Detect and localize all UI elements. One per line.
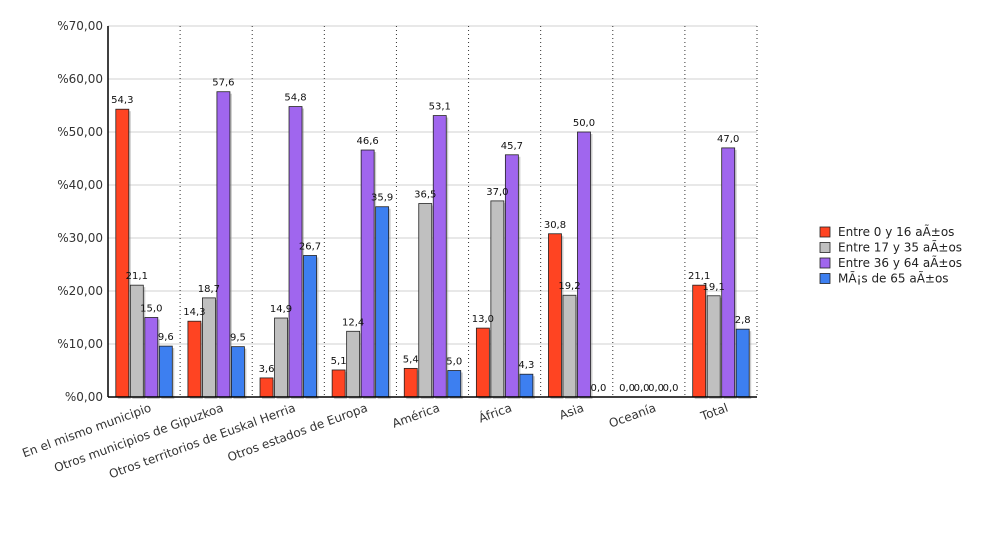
y-tick-label: %40,00 bbox=[57, 178, 103, 192]
bar bbox=[432, 115, 447, 398]
data-label: 2,8 bbox=[735, 315, 751, 326]
bar bbox=[274, 317, 288, 398]
y-tick-label: %60,00 bbox=[57, 72, 103, 86]
data-label: 12,4 bbox=[342, 317, 364, 328]
data-label: 21,1 bbox=[126, 271, 148, 282]
data-label: 13,0 bbox=[472, 314, 494, 325]
category-label: América bbox=[390, 401, 441, 431]
data-label: 26,7 bbox=[299, 241, 321, 252]
data-label: 54,3 bbox=[111, 95, 133, 106]
bar bbox=[548, 233, 562, 398]
bar bbox=[735, 328, 750, 398]
axes bbox=[107, 26, 757, 398]
bar bbox=[577, 131, 591, 398]
y-tick-label: %20,00 bbox=[57, 284, 103, 298]
bar bbox=[158, 345, 173, 398]
bar bbox=[721, 147, 736, 398]
data-labels: 54,3 21,1 15,0 9,6 14,3 18,7 57,6 9,5 3,6 14,9 54,… bbox=[111, 78, 750, 394]
bar bbox=[231, 346, 245, 398]
legend-swatch bbox=[819, 273, 831, 284]
bars bbox=[115, 91, 752, 400]
data-label: 21,1 bbox=[688, 271, 710, 282]
data-label: 0,0 bbox=[619, 383, 635, 394]
y-tick-label: %50,00 bbox=[57, 125, 103, 139]
category-label: Otros estados de Europa bbox=[226, 401, 370, 465]
data-label: 30,8 bbox=[544, 220, 566, 231]
data-label: 57,6 bbox=[212, 78, 234, 89]
bar bbox=[490, 200, 505, 398]
data-label: 14,9 bbox=[270, 304, 292, 315]
data-label: 5,1 bbox=[331, 356, 347, 367]
category-label: África bbox=[476, 400, 513, 426]
bar bbox=[519, 373, 534, 398]
legend-label: MÃ¡s de 65 aÃ±os bbox=[838, 271, 949, 286]
data-label: 19,2 bbox=[558, 281, 580, 292]
bar bbox=[303, 255, 317, 398]
data-label: 5,4 bbox=[403, 354, 419, 365]
legend-swatch bbox=[819, 226, 831, 238]
category-label: Oceanía bbox=[607, 401, 658, 431]
y-tick-label: %30,00 bbox=[57, 231, 103, 245]
category-label: Asia bbox=[557, 401, 585, 423]
bar bbox=[403, 367, 418, 398]
data-label: 4,3 bbox=[518, 360, 534, 371]
data-label: 5,0 bbox=[446, 357, 462, 368]
category-label: Total bbox=[698, 401, 730, 424]
data-label: 18,7 bbox=[198, 284, 220, 295]
data-label: 50,0 bbox=[573, 118, 595, 129]
data-label: 37,0 bbox=[486, 187, 508, 198]
data-label: 46,6 bbox=[357, 136, 379, 147]
y-axis-ticks: %0,00 %10,00 %20,00 %30,00 %40,00 %50,00 %60,0… bbox=[57, 19, 103, 404]
legend-label: Entre 36 y 64 aÃ±os bbox=[838, 255, 962, 270]
y-tick-label: %70,00 bbox=[57, 19, 103, 33]
data-label: 53,1 bbox=[429, 102, 451, 113]
bar bbox=[475, 327, 490, 398]
bar bbox=[331, 369, 346, 398]
legend-label: Entre 17 y 35 aÃ±os bbox=[838, 240, 962, 255]
bar bbox=[706, 295, 721, 398]
data-label: 15,0 bbox=[140, 304, 162, 315]
data-label: 45,7 bbox=[501, 141, 523, 152]
bar bbox=[259, 377, 274, 398]
data-label: 9,6 bbox=[158, 332, 174, 343]
data-label: 3,6 bbox=[259, 364, 275, 375]
bar bbox=[447, 370, 462, 398]
data-label: 19,1 bbox=[703, 282, 725, 293]
data-label: 9,5 bbox=[230, 333, 246, 344]
data-label: 0,0 bbox=[648, 383, 664, 394]
bar bbox=[115, 108, 130, 398]
data-label: 35,9 bbox=[371, 193, 393, 204]
data-label: 14,3 bbox=[183, 307, 205, 318]
y-tick-label: %10,00 bbox=[57, 337, 103, 351]
bar bbox=[375, 206, 390, 398]
bar bbox=[346, 330, 361, 398]
bar bbox=[562, 294, 577, 398]
bar bbox=[129, 284, 144, 398]
bar bbox=[216, 91, 231, 398]
bar bbox=[692, 284, 707, 398]
bar bbox=[144, 317, 159, 398]
data-label: 0,0 bbox=[634, 383, 650, 394]
data-label: 0,0 bbox=[591, 383, 607, 394]
legend-label: Entre 0 y 16 aÃ±os bbox=[838, 224, 954, 239]
data-label: 47,0 bbox=[717, 134, 739, 145]
legend-swatch bbox=[819, 242, 831, 253]
data-label: 54,8 bbox=[284, 93, 306, 104]
data-label: 0,0 bbox=[663, 383, 679, 394]
bar bbox=[418, 203, 433, 398]
legend-swatch bbox=[819, 257, 831, 269]
bar bbox=[360, 149, 375, 398]
data-label: 36,5 bbox=[414, 190, 436, 201]
bar bbox=[187, 320, 202, 398]
y-tick-label: %0,00 bbox=[65, 390, 103, 404]
